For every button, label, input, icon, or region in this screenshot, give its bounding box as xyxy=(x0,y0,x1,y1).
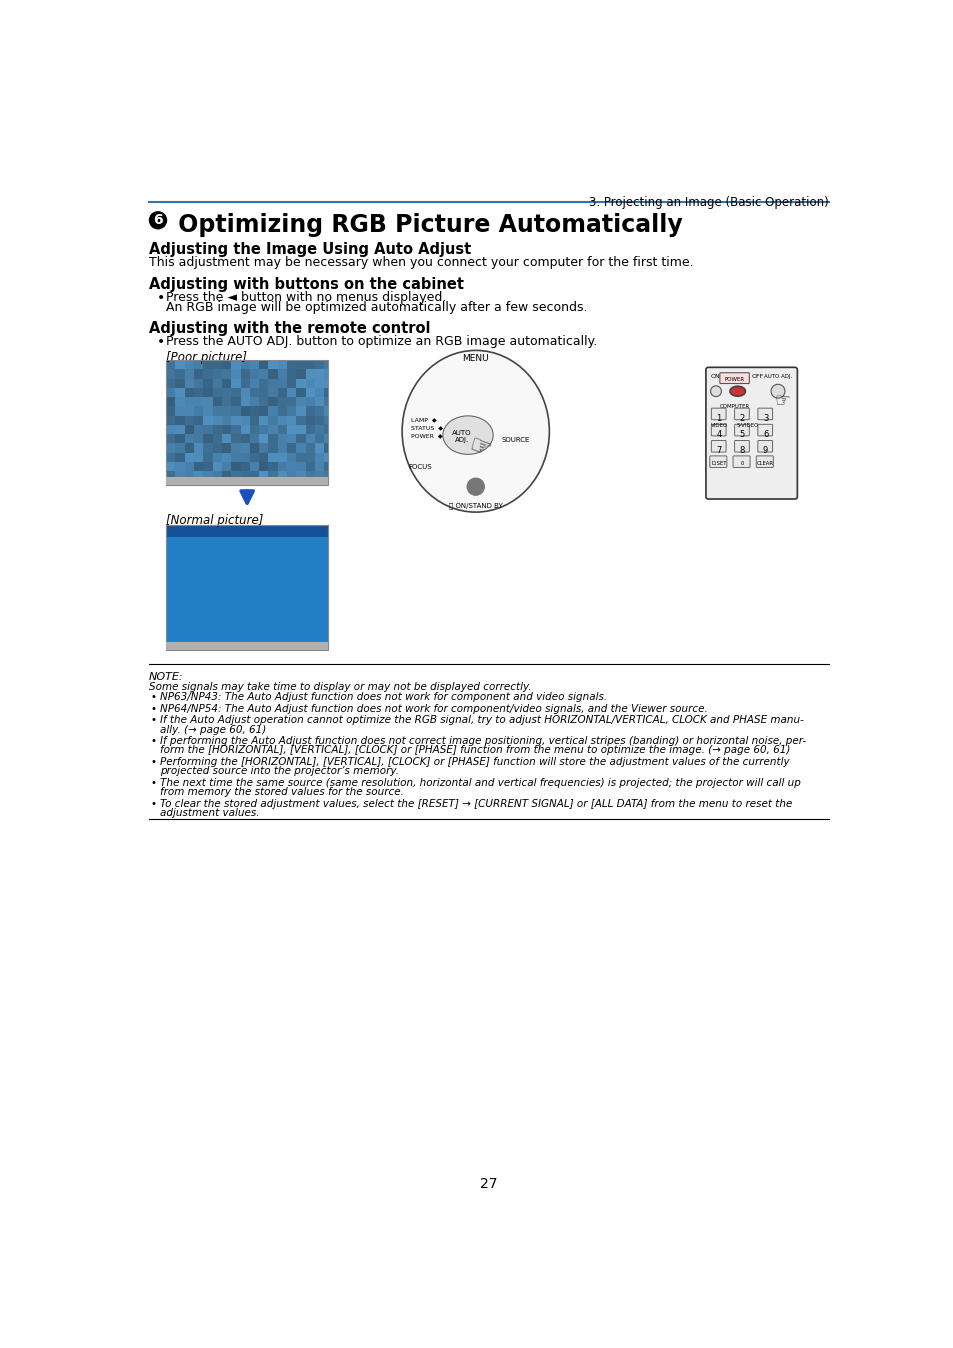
Text: ☞: ☞ xyxy=(774,391,790,410)
Text: adjustment values.: adjustment values. xyxy=(159,807,259,818)
Text: Press the AUTO ADJ. button to optimize an RGB image automatically.: Press the AUTO ADJ. button to optimize a… xyxy=(166,336,597,348)
Text: •: • xyxy=(150,798,156,809)
Text: An RGB image will be optimized automatically after a few seconds.: An RGB image will be optimized automatic… xyxy=(166,301,587,314)
Text: Adjusting with buttons on the cabinet: Adjusting with buttons on the cabinet xyxy=(149,278,463,293)
Text: To clear the stored adjustment values, select the [RESET] → [CURRENT SIGNAL] or : To clear the stored adjustment values, s… xyxy=(159,798,791,809)
Text: [Normal picture]: [Normal picture] xyxy=(166,515,263,527)
Bar xyxy=(166,360,328,485)
Text: MENU: MENU xyxy=(462,355,489,363)
Text: OFF: OFF xyxy=(751,373,763,379)
Text: 3. Projecting an Image (Basic Operation): 3. Projecting an Image (Basic Operation) xyxy=(589,197,828,209)
Bar xyxy=(166,477,328,485)
FancyBboxPatch shape xyxy=(711,441,725,452)
Text: 6: 6 xyxy=(153,213,163,228)
Text: 27: 27 xyxy=(479,1177,497,1190)
Text: Some signals may take time to display or may not be displayed correctly.: Some signals may take time to display or… xyxy=(149,682,531,693)
Text: •: • xyxy=(150,693,156,702)
Text: 2: 2 xyxy=(739,414,744,422)
Circle shape xyxy=(710,386,720,396)
FancyBboxPatch shape xyxy=(720,373,748,384)
Text: SOURCE: SOURCE xyxy=(501,437,530,443)
FancyBboxPatch shape xyxy=(734,441,748,452)
Text: •: • xyxy=(156,336,165,349)
Text: Adjusting the Image Using Auto Adjust: Adjusting the Image Using Auto Adjust xyxy=(149,241,471,257)
Text: AUTO ADJ.: AUTO ADJ. xyxy=(763,373,792,379)
FancyBboxPatch shape xyxy=(757,408,772,419)
FancyBboxPatch shape xyxy=(711,408,725,419)
FancyBboxPatch shape xyxy=(757,441,772,452)
Text: NP63/NP43: The Auto Adjust function does not work for component and video signal: NP63/NP43: The Auto Adjust function does… xyxy=(159,693,606,702)
FancyBboxPatch shape xyxy=(757,425,772,435)
Text: STATUS  ◆: STATUS ◆ xyxy=(411,425,443,430)
Text: POWER  ◆: POWER ◆ xyxy=(411,433,442,438)
Text: from memory the stored values for the source.: from memory the stored values for the so… xyxy=(159,787,403,797)
Text: COMPUTER: COMPUTER xyxy=(719,403,749,408)
Bar xyxy=(166,642,328,650)
FancyBboxPatch shape xyxy=(709,456,726,468)
Text: Optimizing RGB Picture Automatically: Optimizing RGB Picture Automatically xyxy=(171,213,682,237)
Text: S-VIDEO: S-VIDEO xyxy=(736,423,759,427)
Text: FOCUS: FOCUS xyxy=(408,464,432,469)
Text: NOTE:: NOTE: xyxy=(149,671,183,682)
Text: •: • xyxy=(150,736,156,747)
Text: 6: 6 xyxy=(762,430,767,438)
Text: Adjusting with the remote control: Adjusting with the remote control xyxy=(149,321,430,336)
FancyBboxPatch shape xyxy=(711,425,725,435)
Text: NP64/NP54: The Auto Adjust function does not work for component/video signals, a: NP64/NP54: The Auto Adjust function does… xyxy=(159,704,706,714)
Text: ADJ.: ADJ. xyxy=(455,437,469,443)
FancyBboxPatch shape xyxy=(756,456,773,468)
Text: •: • xyxy=(150,778,156,787)
Circle shape xyxy=(467,479,484,495)
Text: 0: 0 xyxy=(740,461,743,466)
Text: ⓨ ON/STAND BY: ⓨ ON/STAND BY xyxy=(449,501,502,508)
Text: •: • xyxy=(156,291,165,305)
Text: CLEAR: CLEAR xyxy=(757,461,773,466)
Text: form the [HORIZONTAL], [VERTICAL], [CLOCK] or [PHASE] function from the menu to : form the [HORIZONTAL], [VERTICAL], [CLOC… xyxy=(159,745,789,755)
Text: •: • xyxy=(150,704,156,714)
FancyBboxPatch shape xyxy=(734,425,748,435)
Text: ally. (→ page 60, 61): ally. (→ page 60, 61) xyxy=(159,725,266,735)
Ellipse shape xyxy=(402,350,549,512)
Text: ON: ON xyxy=(710,373,720,379)
Text: •: • xyxy=(150,716,156,725)
Text: 5: 5 xyxy=(739,430,744,438)
FancyBboxPatch shape xyxy=(734,408,748,419)
Bar xyxy=(166,526,328,650)
Text: Press the ◄ button with no menus displayed.: Press the ◄ button with no menus display… xyxy=(166,291,446,305)
Text: LAMP  ◆: LAMP ◆ xyxy=(411,418,436,422)
FancyBboxPatch shape xyxy=(732,456,749,468)
Text: The next time the same source (same resolution, horizontal and vertical frequenc: The next time the same source (same reso… xyxy=(159,778,800,787)
Circle shape xyxy=(770,384,784,398)
Text: 3: 3 xyxy=(762,414,767,422)
Text: 8: 8 xyxy=(739,446,744,454)
Text: 4: 4 xyxy=(716,430,721,438)
Text: projected source into the projector’s memory.: projected source into the projector’s me… xyxy=(159,766,398,776)
Ellipse shape xyxy=(729,387,744,396)
Text: 9: 9 xyxy=(762,446,767,454)
Text: [Poor picture]: [Poor picture] xyxy=(166,352,247,364)
Circle shape xyxy=(150,212,167,229)
Text: VIDEO: VIDEO xyxy=(710,423,727,427)
Text: D.SET: D.SET xyxy=(711,461,726,466)
Text: AUTO: AUTO xyxy=(452,430,471,435)
FancyBboxPatch shape xyxy=(705,368,797,499)
Text: 7: 7 xyxy=(716,446,721,454)
Text: ☞: ☞ xyxy=(464,433,494,464)
Text: •: • xyxy=(150,758,156,767)
Text: POWER: POWER xyxy=(723,377,744,383)
Ellipse shape xyxy=(442,417,493,454)
Text: If the Auto Adjust operation cannot optimize the RGB signal, try to adjust HORIZ: If the Auto Adjust operation cannot opti… xyxy=(159,716,802,725)
Text: This adjustment may be necessary when you connect your computer for the first ti: This adjustment may be necessary when yo… xyxy=(149,256,693,268)
Text: Performing the [HORIZONTAL], [VERTICAL], [CLOCK] or [PHASE] function will store : Performing the [HORIZONTAL], [VERTICAL],… xyxy=(159,758,788,767)
Text: If performing the Auto Adjust function does not correct image positioning, verti: If performing the Auto Adjust function d… xyxy=(159,736,805,747)
Text: 1: 1 xyxy=(716,414,721,422)
